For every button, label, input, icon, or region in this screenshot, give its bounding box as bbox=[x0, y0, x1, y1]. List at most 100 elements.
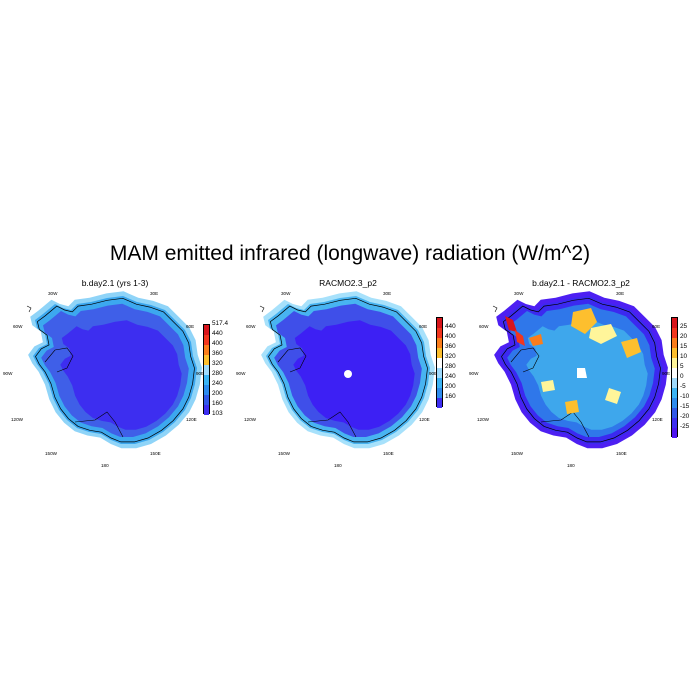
colorbar-tick-label: 5 bbox=[680, 363, 684, 370]
colorbar-swatch bbox=[204, 385, 209, 395]
lon-label-90w: 90W bbox=[469, 371, 479, 376]
lon-label-150e: 150E bbox=[616, 451, 627, 456]
colorbar-tick-label: 400 bbox=[445, 333, 456, 340]
colorbar-swatch bbox=[204, 345, 209, 355]
lon-label-30w: 30W bbox=[48, 291, 58, 296]
lon-label-120w: 120W bbox=[244, 417, 257, 422]
anomaly-patch bbox=[529, 334, 543, 346]
colorbar-swatch bbox=[672, 328, 677, 338]
colorbar-tick-label: 240 bbox=[212, 380, 223, 387]
lon-label-120e: 120E bbox=[419, 417, 430, 422]
colorbar-swatches bbox=[436, 317, 443, 408]
colorbar-swatch bbox=[437, 338, 442, 348]
colorbar-swatches bbox=[671, 317, 678, 438]
lon-label-90w: 90W bbox=[3, 371, 13, 376]
grounding-line bbox=[277, 347, 307, 373]
colorbar-swatch bbox=[204, 355, 209, 365]
colorbar-swatch bbox=[204, 325, 209, 335]
colorbar-swatch bbox=[437, 398, 442, 408]
panel-title: b.day2.1 - RACMO2.3_p2 bbox=[532, 278, 630, 288]
grounding-line bbox=[74, 411, 124, 438]
colorbar-tick-label: 240 bbox=[445, 373, 456, 380]
colorbar-swatch bbox=[672, 418, 677, 428]
colorbar-tick-label: 20 bbox=[680, 333, 688, 340]
colorbar-swatch bbox=[672, 388, 677, 398]
anomaly-patch bbox=[605, 388, 621, 404]
lon-label-30e: 30E bbox=[383, 291, 392, 296]
anomaly-patch bbox=[621, 338, 641, 358]
anomaly-patch bbox=[505, 316, 517, 332]
colorbar-swatch bbox=[437, 368, 442, 378]
colorbar-swatch bbox=[672, 368, 677, 378]
grounding-line bbox=[307, 411, 357, 438]
lon-label-30w: 30W bbox=[281, 291, 291, 296]
colorbar-tick-label: 360 bbox=[445, 343, 456, 350]
colorbar-swatch bbox=[672, 408, 677, 418]
lon-label-150e: 150E bbox=[150, 451, 161, 456]
colorbar-tick-label: 440 bbox=[445, 323, 456, 330]
lon-label-30e: 30E bbox=[616, 291, 625, 296]
colorbar-tick-label: 200 bbox=[445, 383, 456, 390]
lon-label-150w: 150W bbox=[278, 451, 291, 456]
lon-label-150w: 150W bbox=[511, 451, 524, 456]
lon-label-150e: 150E bbox=[383, 451, 394, 456]
lon-label-60e: 60E bbox=[652, 324, 661, 329]
anomaly-patch bbox=[577, 368, 587, 378]
colorbar-swatch bbox=[672, 338, 677, 348]
pole-hole bbox=[344, 370, 352, 378]
anomaly-patch bbox=[571, 308, 597, 334]
anomaly-patch bbox=[565, 400, 579, 414]
colorbar-tick-label: 200 bbox=[212, 390, 223, 397]
anomaly-patch bbox=[589, 324, 617, 344]
colorbar-tick-label: 400 bbox=[212, 340, 223, 347]
lon-label-90e: 90E bbox=[196, 371, 205, 376]
colorbar-tick-label: 320 bbox=[212, 360, 223, 367]
coastline bbox=[268, 297, 428, 443]
coastline bbox=[35, 297, 195, 443]
panel-title: b.day2.1 (yrs 1-3) bbox=[81, 278, 149, 288]
colorbar-tick-label: -5 bbox=[680, 383, 686, 390]
colorbar-swatch bbox=[437, 328, 442, 338]
anomaly-patch bbox=[541, 380, 555, 392]
colorbar-swatch bbox=[204, 375, 209, 385]
colorbar-tick-label: 440 bbox=[212, 330, 223, 337]
grounding-line bbox=[44, 347, 74, 373]
colorbar-swatches bbox=[203, 324, 210, 415]
colorbar-swatch bbox=[672, 428, 677, 438]
colorbar-tick-label: -25 bbox=[680, 423, 690, 430]
coastline bbox=[501, 297, 661, 443]
colorbar-swatch bbox=[437, 378, 442, 388]
colorbar-tick-label: 15 bbox=[680, 343, 688, 350]
panel-racmo: RACMO2.3_p2 30W 30E 60W 60E 90W 90E 120W… bbox=[236, 272, 481, 468]
colorbar-tick-label: 280 bbox=[445, 363, 456, 370]
lon-label-120e: 120E bbox=[652, 417, 663, 422]
lon-label-30e: 30E bbox=[150, 291, 159, 296]
colorbar-tick-label: 360 bbox=[212, 350, 223, 357]
colorbar-swatch bbox=[437, 358, 442, 368]
colorbar-tick-label: 103 bbox=[212, 410, 223, 417]
lon-label-180: 180 bbox=[334, 463, 342, 468]
colorbar-tick-label: 160 bbox=[212, 400, 223, 407]
lon-label-150w: 150W bbox=[45, 451, 58, 456]
colorbar-swatch bbox=[204, 365, 209, 375]
colorbar-tick-label: 280 bbox=[212, 370, 223, 377]
colorbar-tick-label: -10 bbox=[680, 393, 690, 400]
lon-label-90e: 90E bbox=[429, 371, 438, 376]
antarctica-map bbox=[259, 291, 435, 449]
panel-difference: b.day2.1 - RACMO2.3_p2 30W 30E 60W 60E 9… bbox=[469, 272, 700, 468]
anomaly-patch bbox=[515, 330, 525, 346]
colorbar-swatch bbox=[672, 378, 677, 388]
colorbar-tick-label: -15 bbox=[680, 403, 690, 410]
colorbar-swatch bbox=[204, 395, 209, 405]
colorbar-tick-label: -20 bbox=[680, 413, 690, 420]
panel-title: RACMO2.3_p2 bbox=[319, 278, 377, 288]
colorbar-swatch bbox=[437, 388, 442, 398]
lon-label-120e: 120E bbox=[186, 417, 197, 422]
colorbar-tick-label: 0 bbox=[680, 373, 684, 380]
colorbar-swatch bbox=[437, 348, 442, 358]
colorbar-swatch bbox=[672, 358, 677, 368]
lon-label-120w: 120W bbox=[477, 417, 490, 422]
lon-label-180: 180 bbox=[567, 463, 575, 468]
lon-label-60e: 60E bbox=[186, 324, 195, 329]
antarctica-map bbox=[492, 291, 668, 449]
